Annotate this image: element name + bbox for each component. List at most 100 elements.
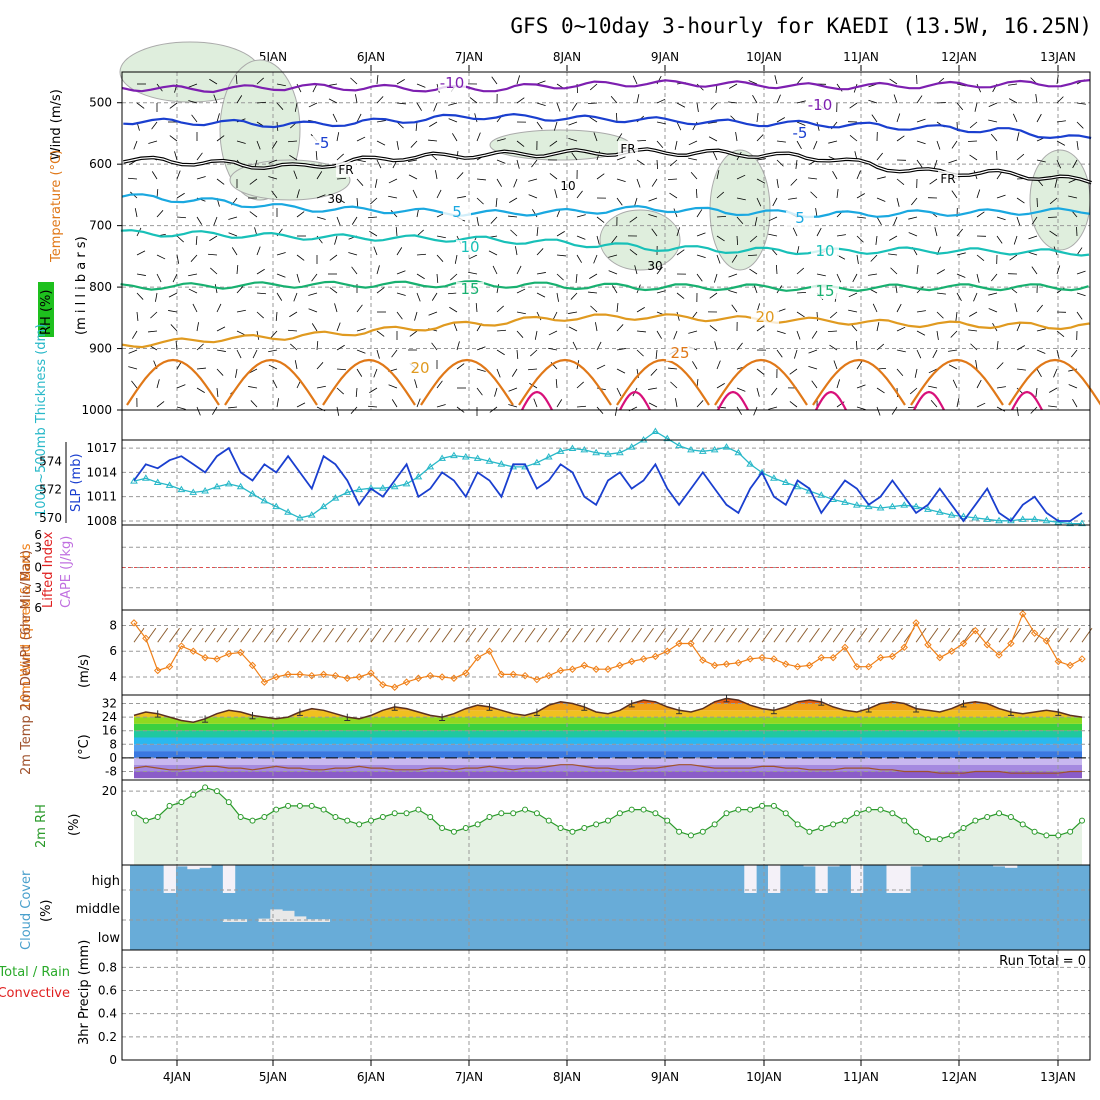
wind-barb	[468, 271, 478, 275]
wind-barb	[716, 254, 721, 264]
wind-barb	[210, 267, 218, 275]
wind-barb	[276, 292, 283, 301]
contour-label-0: -10	[440, 74, 465, 92]
wind-barb	[636, 307, 645, 313]
wind-barb	[988, 292, 998, 296]
thickness-point	[592, 448, 601, 456]
precip-total-legend: Total / Rain	[0, 965, 70, 980]
thickness-point	[793, 482, 802, 490]
precip-frame	[121, 949, 1091, 1061]
wind-barb	[790, 178, 798, 186]
wind-barb	[636, 139, 647, 142]
wind-barb	[252, 349, 258, 359]
thickness-point	[213, 482, 221, 490]
wind10m-barb	[892, 627, 903, 643]
wind10m-point	[1066, 661, 1074, 670]
wind-barb	[596, 173, 605, 180]
thickness-point	[390, 482, 399, 490]
wind-barb	[836, 379, 841, 389]
wind-barb	[172, 273, 178, 283]
rh2m-panel: 2m RH (%) 20	[34, 780, 1090, 865]
wind-barb	[351, 266, 358, 275]
wind-barb	[829, 311, 838, 319]
wind-barb	[1076, 121, 1084, 129]
wind-barb	[669, 192, 678, 199]
thickness-point	[568, 444, 577, 451]
cloud-high-gap	[767, 865, 781, 893]
wind10m-point	[1019, 610, 1027, 618]
wind-barb	[789, 401, 798, 408]
wind-barb	[496, 159, 506, 164]
contour-30-arc	[619, 390, 651, 411]
wind-barb	[328, 83, 338, 86]
wind-barb	[756, 113, 759, 123]
wind10m-point	[864, 662, 873, 671]
wind-barb	[589, 116, 598, 123]
wind10m-point	[545, 671, 553, 680]
wind-barb	[736, 406, 742, 415]
wind10m-barb	[761, 627, 773, 643]
contour--5	[123, 112, 1092, 140]
contour-label-bg	[806, 98, 834, 113]
wind-barb	[674, 140, 678, 150]
wind-barb	[956, 228, 963, 237]
wind-barb	[916, 265, 919, 275]
wind-barb	[928, 385, 938, 389]
wind10m-barb	[820, 627, 832, 643]
wind-barb	[936, 292, 946, 295]
top-day-label-5: 9JAN	[651, 50, 679, 64]
wind10m-point	[414, 674, 423, 682]
rh2m-units: (%)	[67, 814, 82, 837]
wind-barb	[256, 77, 264, 85]
temp-band-3	[134, 751, 1082, 758]
thickness-point	[426, 462, 435, 470]
wind-barb	[396, 292, 406, 296]
wind-barb	[976, 402, 986, 408]
thickness-point	[367, 484, 375, 491]
contour-FR-inner	[123, 148, 1092, 184]
wind-barb	[731, 304, 738, 313]
wind-barb	[552, 311, 558, 321]
wind-barb	[848, 309, 858, 313]
wind-barb	[332, 113, 338, 123]
bottom-day-labels: 4JAN 5JAN 6JAN 7JAN 8JAN 9JAN 10JAN 11JAN 12JAN 1…	[163, 1060, 1076, 1084]
wind10m-point	[473, 653, 482, 662]
wind-barb	[1054, 178, 1058, 188]
wind-barb	[188, 83, 198, 88]
slp-tick-2: 1014	[86, 465, 117, 479]
wind-barb	[356, 136, 366, 142]
wind-barb	[616, 178, 626, 183]
wind-barb	[1036, 113, 1042, 123]
wind-barb	[608, 254, 618, 258]
wind-barb	[576, 214, 586, 218]
wind10m-point	[367, 669, 375, 677]
precip-tick-1: 0.2	[98, 1030, 117, 1044]
wind10m-barb	[512, 627, 524, 643]
wind10m-point	[485, 647, 494, 655]
wind10m-point	[758, 653, 766, 662]
rh-point	[616, 810, 623, 817]
wind-barb	[236, 95, 243, 104]
precip-tick-0: 0	[109, 1053, 117, 1067]
wind-barb	[595, 322, 598, 332]
wind-barb	[156, 210, 164, 218]
wind-barb	[756, 158, 766, 161]
wind10m-barb	[773, 627, 785, 643]
wind10m-barb	[382, 627, 394, 643]
wind-barb	[188, 288, 198, 294]
rh-point	[640, 806, 647, 813]
contour-25-arc	[322, 358, 416, 406]
wind-barb	[696, 232, 706, 237]
wind-barb	[568, 121, 578, 126]
wind-barb	[876, 176, 886, 180]
rh-point	[261, 813, 268, 820]
wind-barb	[209, 235, 218, 242]
wind-barb	[169, 135, 178, 142]
wind-barb	[948, 159, 958, 164]
wind-barb	[856, 254, 859, 264]
contour-label-bg	[786, 126, 814, 141]
contour-label-bg	[336, 162, 356, 177]
rh-point	[877, 806, 884, 813]
wind-barb	[716, 360, 721, 370]
wind-barb	[736, 387, 746, 392]
